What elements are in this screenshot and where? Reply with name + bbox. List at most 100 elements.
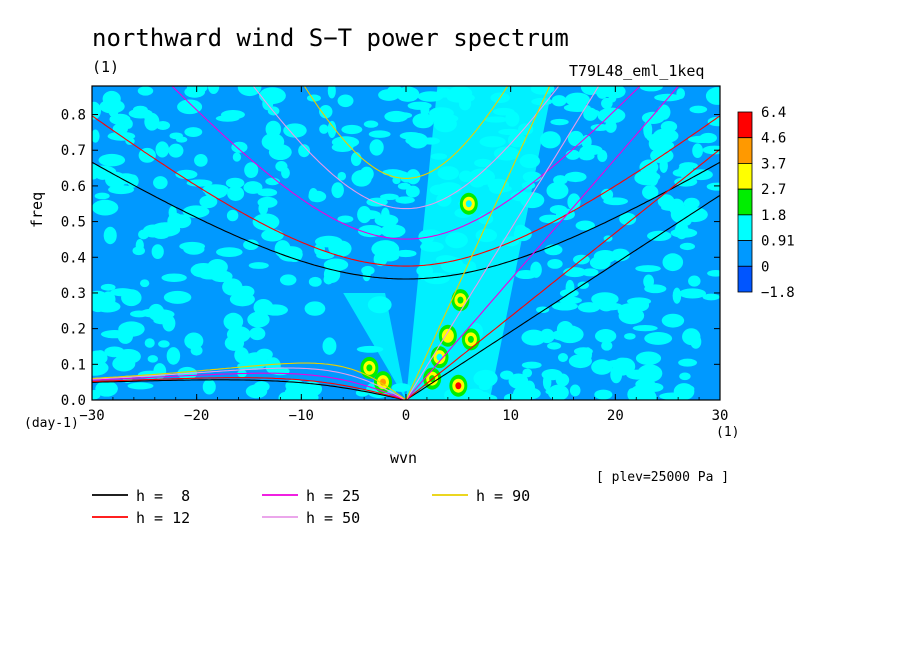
field-blob [581,268,599,277]
field-blob [319,124,329,134]
field-blob [547,258,563,269]
power-field [92,86,720,400]
field-blob [655,133,675,140]
field-blob [227,186,245,201]
field-blob [657,104,671,120]
field-blob [539,328,555,344]
field-blob [283,123,307,138]
field-blob [327,120,337,138]
field-blob [308,187,319,202]
field-blob [654,93,682,102]
field-blob [679,372,691,381]
field-blob [100,283,116,291]
y-axis-label: freq [28,191,46,228]
field-blob [556,325,584,344]
field-blob [637,364,663,383]
hotspot-core [455,382,462,390]
field-blob [234,347,249,364]
field-blob [184,332,204,350]
field-blob [127,382,154,390]
field-blob [395,196,415,204]
field-blob [678,163,694,179]
field-blob [265,120,282,138]
field-blob [679,242,695,251]
field-blob [581,134,592,149]
field-blob [541,369,563,381]
field-blob [204,185,228,199]
y-tick-label: 0.8 [61,108,86,124]
field-blob [670,205,694,224]
field-blob [412,113,435,129]
field-blob [699,132,717,144]
colorbar-swatch [737,188,753,216]
field-blob [624,333,636,340]
field-blob [92,350,108,366]
field-blob [163,290,192,304]
colorbar-label: 0 [761,259,769,275]
field-blob [243,181,263,194]
x-tick-label: 30 [712,408,729,424]
field-blob [268,144,292,161]
hotspot-core [457,296,464,304]
field-blob [648,170,659,186]
field-blob [673,383,695,400]
field-blob [337,171,347,181]
field-blob [298,144,311,158]
field-blob [215,115,240,122]
field-blob [337,94,354,108]
x-tick-label: −10 [289,408,314,424]
field-blob [249,327,266,341]
colorbar-label: 1.8 [761,208,786,224]
field-westward-band [343,292,406,400]
field-blob [190,262,217,278]
colorbar-label: 0.91 [761,234,795,250]
field-blob [247,311,270,328]
field-blob [577,302,601,313]
field-blob [536,306,550,314]
field-blob [351,170,372,187]
field-blob [530,261,542,278]
field-blob [127,174,139,188]
field-blob [252,213,280,231]
field-blob [147,355,159,363]
field-blob [144,338,155,348]
field-blob [112,355,136,372]
field-blob [92,129,100,143]
field-blob [558,333,572,342]
field-blob [139,279,150,288]
field-blob [521,361,542,369]
field-blob [635,265,661,273]
field-blob [608,94,617,103]
field-blob [639,86,663,92]
field-blob [662,253,684,272]
field-blob [92,199,119,216]
field-blob [546,182,569,200]
field-blob [551,95,567,107]
legend-label: h = 8 [136,487,190,505]
field-blob [642,185,659,200]
x-axis-unit: (1) [716,425,740,440]
field-blob [265,177,280,186]
field-blob [243,239,259,251]
field-blob [557,353,569,362]
field-blob [610,248,630,262]
field-blob [577,281,590,289]
chart-subtitle-right: T79L48_eml_1keq [569,62,705,80]
rossby-curve [92,377,407,400]
field-blob [688,275,701,287]
field-blob [565,92,590,107]
field-blob [327,86,336,99]
colorbar-swatch [737,265,753,293]
y-tick-label: 0.5 [61,215,86,231]
field-blob [223,312,244,331]
field-blob [175,169,198,180]
field-blob [362,269,371,282]
field-blob [275,161,288,172]
ig-curve [252,86,560,210]
field-blob [594,329,617,343]
x-tick-label: 10 [502,408,519,424]
field-blob [551,301,578,311]
chart-title: northward wind S−T power spectrum [92,24,569,52]
field-blob [357,210,381,220]
field-blob [357,224,384,238]
